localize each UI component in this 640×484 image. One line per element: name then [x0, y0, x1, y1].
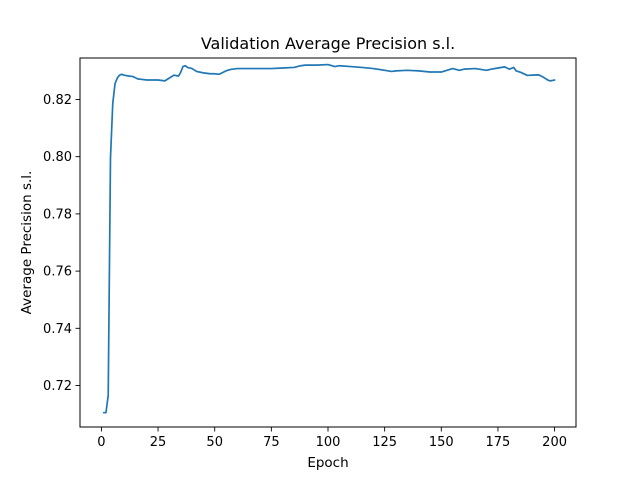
x-tick-label: 125	[372, 435, 397, 450]
y-tick-label: 0.74	[43, 322, 72, 337]
x-axis-label: Epoch	[307, 455, 348, 471]
x-tick-label: 0	[97, 435, 105, 450]
chart-title: Validation Average Precision s.l.	[201, 34, 455, 53]
series-line	[102, 63, 556, 414]
x-tick-label: 100	[316, 435, 341, 450]
x-tick-label: 175	[486, 435, 511, 450]
y-tick-label: 0.72	[43, 379, 72, 394]
x-tick-label: 200	[542, 435, 567, 450]
x-tick-label: 150	[429, 435, 454, 450]
y-axis-ticks: 0.72 0.74 0.76 0.78 0.80 0.82	[43, 93, 80, 394]
y-axis-label: Average Precision s.l.	[19, 171, 35, 315]
y-tick-label: 0.82	[43, 93, 72, 108]
axes-frame	[79, 57, 577, 428]
x-axis-ticks: 0 25 50 75 100 125 150 175 200	[97, 427, 567, 450]
y-tick-label: 0.78	[43, 207, 72, 222]
x-tick-label: 50	[206, 435, 223, 450]
x-tick-label: 25	[150, 435, 167, 450]
plot-area	[102, 63, 556, 414]
y-tick-label: 0.80	[43, 150, 72, 165]
x-tick-label: 75	[263, 435, 280, 450]
y-tick-label: 0.76	[43, 265, 72, 280]
